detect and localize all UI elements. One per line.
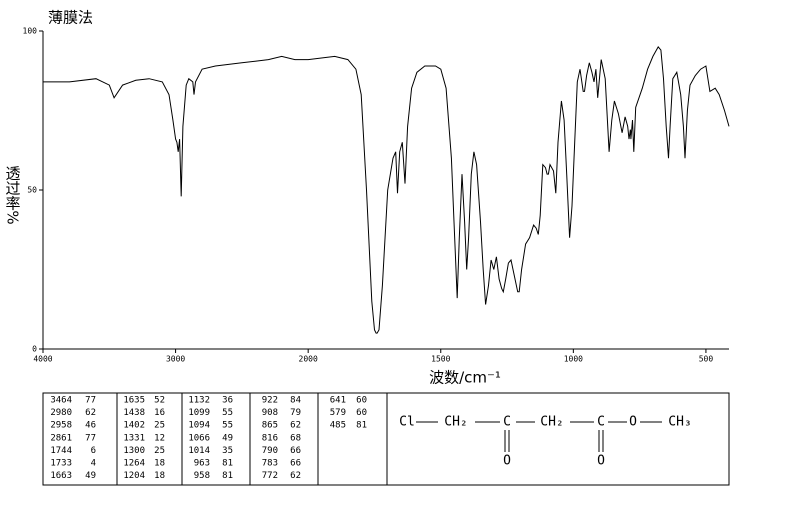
x-tick-label: 500 <box>699 355 714 364</box>
structure-oxygen: O <box>597 454 605 469</box>
peak-transmittance: 12 <box>154 433 165 443</box>
peak-wavenumber: 908 <box>262 408 278 418</box>
peak-transmittance: 77 <box>85 396 96 406</box>
peak-transmittance: 81 <box>356 421 367 431</box>
peak-transmittance: 25 <box>154 446 165 456</box>
peak-transmittance: 66 <box>290 446 301 456</box>
peak-transmittance: 52 <box>154 396 165 406</box>
spectrum-line <box>43 46 730 334</box>
peak-transmittance: 60 <box>356 408 367 418</box>
peak-wavenumber: 922 <box>262 396 278 406</box>
peak-transmittance: 62 <box>290 471 301 481</box>
peak-wavenumber: 1300 <box>123 446 145 456</box>
peak-transmittance: 36 <box>222 396 233 406</box>
peak-wavenumber: 963 <box>194 459 210 469</box>
peak-wavenumber: 2980 <box>50 408 72 418</box>
peak-wavenumber: 1331 <box>123 433 145 443</box>
x-tick-label: 3000 <box>166 355 185 364</box>
peak-wavenumber: 1014 <box>188 446 210 456</box>
peak-wavenumber: 790 <box>262 446 278 456</box>
peak-wavenumber: 1132 <box>188 396 210 406</box>
y-tick-label: 100 <box>23 27 38 36</box>
structure-oxygen: O <box>503 454 511 469</box>
peak-wavenumber: 641 <box>330 396 346 406</box>
peak-wavenumber: 1438 <box>123 408 145 418</box>
peak-transmittance: 49 <box>85 471 96 481</box>
peak-transmittance: 4 <box>91 459 96 469</box>
peak-transmittance: 49 <box>222 433 233 443</box>
peak-wavenumber: 1635 <box>123 396 145 406</box>
peak-wavenumber: 1204 <box>123 471 145 481</box>
structure-group: Cl <box>399 415 415 430</box>
peak-transmittance: 60 <box>356 396 367 406</box>
x-axis-label: 波数/cm⁻¹ <box>429 369 501 387</box>
peak-wavenumber: 579 <box>330 408 346 418</box>
peak-wavenumber: 816 <box>262 433 278 443</box>
peak-transmittance: 18 <box>154 459 165 469</box>
structure-group: CH₂ <box>444 415 467 430</box>
chart-title: 薄膜法 <box>48 9 93 27</box>
y-axis-label: 透过率% <box>4 165 22 224</box>
peak-transmittance: 55 <box>222 408 233 418</box>
peak-wavenumber: 3464 <box>50 396 72 406</box>
peak-wavenumber: 783 <box>262 459 278 469</box>
peak-wavenumber: 2861 <box>50 433 72 443</box>
x-tick-label: 1000 <box>564 355 583 364</box>
peak-wavenumber: 1663 <box>50 471 72 481</box>
y-tick-label: 0 <box>32 345 37 354</box>
peak-transmittance: 62 <box>85 408 96 418</box>
structure-group: O <box>629 415 637 430</box>
peak-transmittance: 6 <box>91 446 96 456</box>
x-tick-label: 2000 <box>299 355 318 364</box>
peak-transmittance: 46 <box>85 421 96 431</box>
peak-transmittance: 18 <box>154 471 165 481</box>
peak-wavenumber: 1099 <box>188 408 210 418</box>
x-tick-label: 1500 <box>431 355 450 364</box>
structure-group: CH₃ <box>668 415 691 430</box>
peak-wavenumber: 865 <box>262 421 278 431</box>
peak-transmittance: 66 <box>290 459 301 469</box>
peak-transmittance: 81 <box>222 459 233 469</box>
peak-transmittance: 81 <box>222 471 233 481</box>
peak-wavenumber: 485 <box>330 421 346 431</box>
structure-group: CH₂ <box>540 415 563 430</box>
peak-transmittance: 55 <box>222 421 233 431</box>
peak-wavenumber: 958 <box>194 471 210 481</box>
y-tick-label: 50 <box>27 186 37 195</box>
peak-wavenumber: 1066 <box>188 433 210 443</box>
peak-wavenumber: 772 <box>262 471 278 481</box>
peak-wavenumber: 1402 <box>123 421 145 431</box>
peak-transmittance: 68 <box>290 433 301 443</box>
peak-transmittance: 35 <box>222 446 233 456</box>
peak-wavenumber: 1094 <box>188 421 210 431</box>
structure-group: C <box>597 415 605 430</box>
peak-wavenumber: 1744 <box>50 446 72 456</box>
peak-transmittance: 62 <box>290 421 301 431</box>
structure-bonds <box>416 421 662 452</box>
structure-group: C <box>503 415 511 430</box>
x-tick-label: 4000 <box>33 355 52 364</box>
peak-transmittance: 79 <box>290 408 301 418</box>
table-frame <box>42 392 730 486</box>
peak-transmittance: 16 <box>154 408 165 418</box>
peak-wavenumber: 1264 <box>123 459 145 469</box>
peak-wavenumber: 1733 <box>50 459 72 469</box>
peak-transmittance: 84 <box>290 396 301 406</box>
peak-transmittance: 77 <box>85 433 96 443</box>
peak-transmittance: 25 <box>154 421 165 431</box>
peak-wavenumber: 2958 <box>50 421 72 431</box>
